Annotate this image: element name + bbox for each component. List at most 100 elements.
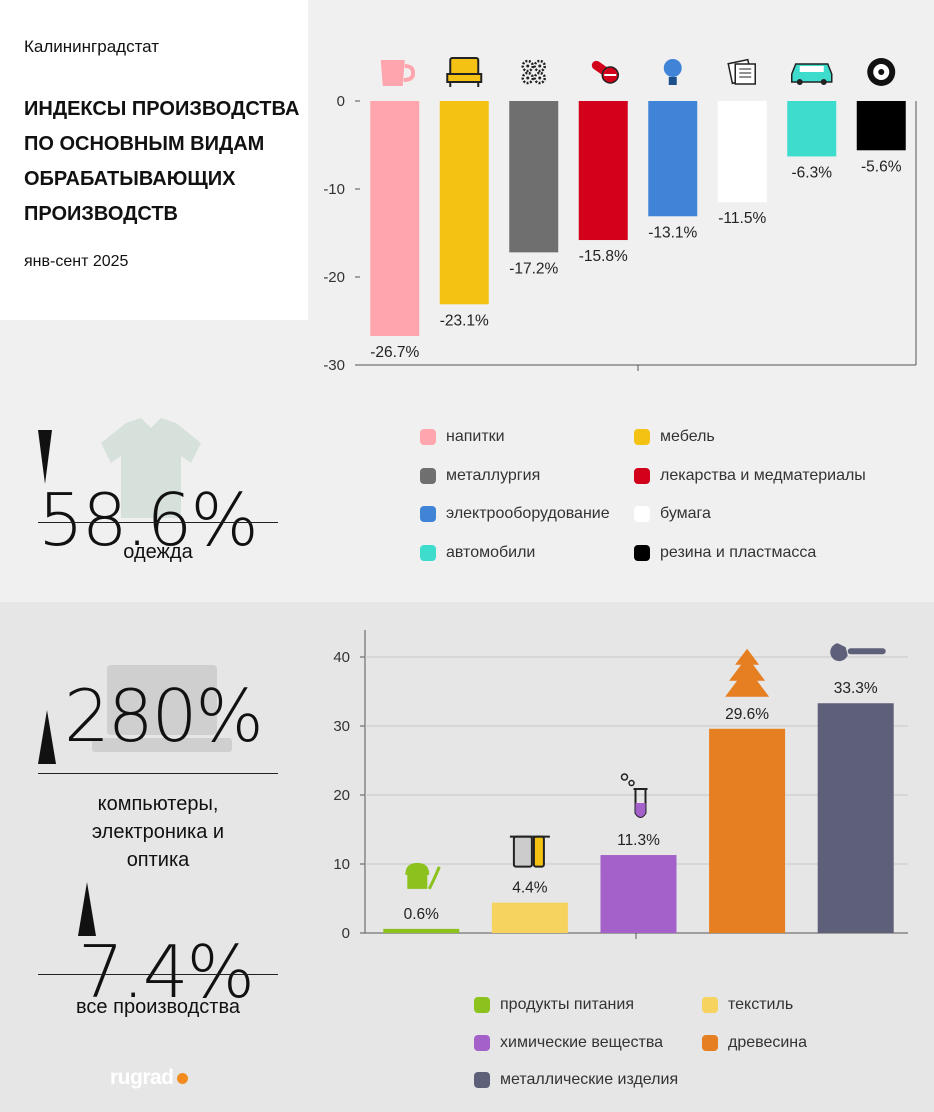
- y-tick-label: -30: [323, 357, 345, 374]
- legend-swatch: [702, 1034, 718, 1051]
- data-label: -11.5%: [718, 210, 766, 227]
- legend-swatch: [474, 1034, 490, 1051]
- legend-swatch: [474, 997, 490, 1013]
- chart-positive: 0 10 20 30 40 0.6% 4.4% 11.3% 29.6% 33.3%: [333, 630, 908, 942]
- tire-icon: [867, 58, 896, 86]
- y-tick-label: 0: [337, 93, 345, 110]
- data-label: 0.6%: [404, 906, 440, 923]
- legend-swatch: [634, 506, 650, 522]
- stat-clothing: 58.6% одежда: [38, 430, 278, 570]
- legend-item: текстиль: [702, 996, 793, 1014]
- bar: [817, 703, 894, 933]
- stat-label: одежда: [123, 541, 193, 563]
- cup-icon: [380, 60, 416, 86]
- wrench-icon: [830, 643, 886, 662]
- title-panel: Калининградстат ИНДЕКСЫ ПРОИЗВОДСТВА ПО …: [0, 0, 308, 320]
- logo: rugrad: [110, 1066, 188, 1090]
- car-icon: [791, 63, 833, 85]
- data-label: -15.8%: [579, 248, 628, 265]
- legend-item: металлургия: [420, 467, 540, 485]
- legend-item: автомобили: [420, 544, 535, 562]
- tree-icon: [725, 648, 770, 697]
- bar: [856, 101, 906, 151]
- data-label: 11.3%: [617, 832, 660, 849]
- gears-icon: [521, 59, 546, 85]
- data-label: -26.7%: [370, 344, 419, 361]
- data-label: -13.1%: [648, 224, 697, 241]
- legend-label: резина и пластмасса: [660, 543, 817, 561]
- legend-swatch: [474, 1072, 490, 1088]
- divider: [38, 522, 278, 523]
- data-label: -23.1%: [440, 312, 489, 329]
- bar: [709, 728, 786, 933]
- y-tick-label: -10: [323, 181, 345, 198]
- page-title: ИНДЕКСЫ ПРОИЗВОДСТВА ПО ОСНОВНЫМ ВИДАМ О…: [24, 98, 300, 225]
- legend-top: напитки мебель металлургия лекарства и медм…: [420, 428, 920, 568]
- stat-label: все производства: [76, 996, 240, 1018]
- legend-item: металлические изделия: [474, 1071, 678, 1089]
- y-tick-label: 20: [333, 787, 350, 804]
- legend-item: бумага: [634, 505, 711, 523]
- bar: [787, 101, 837, 157]
- legend-label: бумага: [660, 505, 711, 522]
- legend-swatch: [420, 429, 436, 445]
- legend-label: текстиль: [728, 996, 794, 1013]
- logo-dot: [176, 1072, 188, 1084]
- divider: [38, 773, 278, 774]
- legend-label: химические вещества: [500, 1033, 664, 1051]
- legend-item: лекарства и медматериалы: [634, 467, 866, 485]
- data-label: 4.4%: [512, 880, 548, 897]
- data-label: -17.2%: [509, 260, 558, 277]
- divider: [38, 974, 278, 975]
- bar: [578, 101, 628, 241]
- stat-value: 58.6%: [38, 478, 259, 562]
- bar: [491, 902, 568, 933]
- legend-item: древесина: [702, 1034, 807, 1052]
- bread-icon: [405, 862, 441, 890]
- pills-icon: [591, 60, 619, 84]
- y-tick-label: 40: [333, 649, 350, 666]
- legend-label: мебель: [660, 428, 715, 445]
- y-tick-label: 30: [333, 718, 350, 735]
- data-label: -5.6%: [861, 158, 902, 175]
- y-tick-label: 10: [333, 856, 350, 873]
- y-tick-label: -20: [323, 269, 345, 286]
- legend-swatch: [420, 544, 436, 561]
- y-tick-label: 0: [342, 925, 350, 942]
- bar: [383, 928, 460, 933]
- flask-icon: [620, 773, 648, 819]
- legend-item: мебель: [634, 428, 715, 446]
- legend-label: электрооборудование: [446, 505, 610, 522]
- legend-swatch: [702, 997, 718, 1013]
- period-label: янв-сент 2025: [24, 253, 129, 270]
- stat-electronics: 280% компьютеры, электроника и оптика: [38, 680, 278, 871]
- legend-swatch: [634, 544, 650, 561]
- stat-value: 280%: [64, 674, 264, 758]
- legend-swatch: [634, 467, 650, 484]
- legend-item: продукты питания: [474, 996, 634, 1014]
- legend-label: металлические изделия: [500, 1071, 679, 1088]
- legend-label: продукты питания: [500, 996, 634, 1013]
- chart-negative: 0 -10 -20 -30 -26.7% -23.1% -17.2% -15.8% -13.1%…: [323, 57, 917, 374]
- bar: [648, 101, 698, 217]
- down-arrow-icon: [38, 430, 52, 484]
- data-label: 29.6%: [725, 706, 769, 723]
- legend-item: резина и пластмасса: [634, 544, 816, 562]
- stat-label: компьютеры, электроника и оптика: [91, 793, 225, 871]
- coat-icon: [101, 418, 201, 518]
- bar: [509, 101, 559, 253]
- legend-swatch: [420, 467, 436, 484]
- legend-label: автомобили: [446, 543, 536, 561]
- stat-all: 7.4% все производства: [38, 882, 278, 1032]
- source-label: Калининградстат: [24, 37, 160, 56]
- up-arrow-icon: [38, 709, 56, 764]
- computer-icon: [92, 665, 232, 752]
- armchair-icon: [446, 57, 483, 87]
- bar: [370, 101, 420, 336]
- paper-icon: [727, 58, 756, 85]
- bar: [717, 101, 767, 203]
- data-label: -6.3%: [792, 164, 833, 181]
- bar: [600, 855, 677, 933]
- legend-label: древесина: [728, 1033, 808, 1051]
- legend-swatch: [420, 506, 436, 522]
